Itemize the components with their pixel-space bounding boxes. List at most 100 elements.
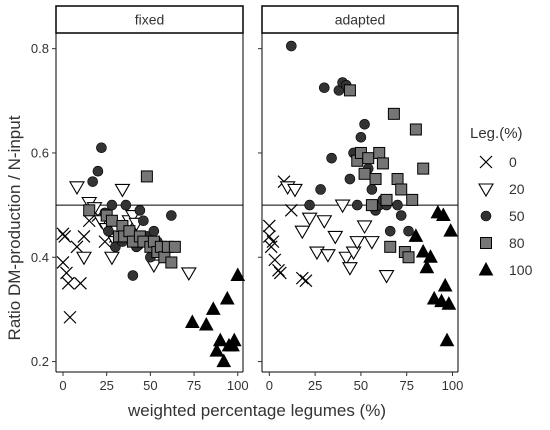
data-point-50 — [366, 184, 378, 195]
data-point-80 — [395, 183, 408, 196]
data-point-50 — [106, 199, 118, 211]
data-point-20 — [327, 230, 344, 245]
data-point-100 — [408, 228, 424, 242]
data-point-100 — [415, 243, 431, 258]
data-point-50 — [92, 165, 104, 177]
data-point-50 — [304, 199, 315, 211]
data-point-80 — [343, 84, 356, 97]
data-point-80 — [168, 240, 181, 253]
x-tick-label: 50 — [354, 378, 368, 393]
data-point-0 — [56, 256, 70, 269]
data-point-50 — [138, 215, 149, 227]
data-point-20 — [319, 249, 336, 263]
data-point-0 — [264, 240, 278, 254]
data-point-80 — [402, 251, 415, 264]
data-point-0 — [61, 276, 75, 290]
data-point-100 — [212, 332, 228, 347]
data-point-0 — [77, 229, 91, 243]
x-tick-label: 25 — [308, 378, 322, 393]
legend: 0 20 50 80 100 — [478, 154, 533, 278]
data-point-80 — [165, 256, 178, 269]
strip-adapted-label: adapted — [335, 12, 386, 28]
data-point-100 — [437, 277, 453, 292]
data-point-80 — [387, 107, 400, 120]
data-point-100 — [230, 267, 246, 282]
data-point-80 — [369, 173, 382, 186]
data-point-0 — [74, 276, 87, 290]
data-point-20 — [334, 199, 351, 214]
data-point-20 — [338, 251, 355, 266]
data-point-50 — [134, 205, 146, 216]
x-tick-label: 50 — [143, 378, 157, 393]
data-point-50 — [148, 225, 160, 237]
data-point-100 — [443, 223, 459, 237]
data-point-20 — [378, 269, 395, 284]
data-point-100 — [434, 293, 449, 308]
x-tick-label: 75 — [399, 378, 413, 393]
data-point-20 — [301, 212, 318, 227]
y-tick-label: 0.2 — [31, 354, 49, 369]
data-point-50 — [351, 199, 363, 211]
data-point-100 — [198, 317, 214, 331]
legend-label-80: 80 — [509, 235, 525, 251]
x-tick-label: 100 — [227, 378, 249, 393]
data-point-80 — [380, 193, 393, 206]
data-point-50 — [87, 176, 99, 187]
data-point-50 — [318, 82, 330, 94]
data-point-20 — [345, 246, 362, 261]
data-point-100 — [184, 314, 200, 328]
data-point-80 — [417, 162, 430, 175]
legend-marker-80 — [480, 237, 492, 249]
data-point-80 — [373, 146, 386, 159]
data-point-20 — [308, 246, 325, 261]
legend-label-50: 50 — [509, 208, 525, 224]
data-point-20 — [349, 236, 366, 250]
data-point-0 — [60, 266, 73, 280]
chart-panels: 0 25 50 75 100 0.2 0.4 0.6 0.8 0 25 50 75 100 — [31, 33, 463, 393]
data-point-20 — [76, 251, 92, 266]
legend-marker-0 — [479, 155, 493, 169]
y-tick-label: 0.6 — [31, 145, 49, 160]
data-point-100 — [441, 296, 457, 310]
legend-title: Leg.(%) — [470, 125, 523, 142]
data-point-50 — [326, 152, 337, 164]
data-point-20 — [69, 181, 85, 195]
data-point-0 — [295, 271, 309, 285]
data-point-100 — [426, 290, 442, 305]
x-axis-title: weighted percentage legumes (%) — [127, 401, 386, 420]
data-point-100 — [439, 332, 455, 347]
legend-label-0: 0 — [509, 154, 517, 170]
data-point-50 — [103, 225, 114, 237]
data-point-20 — [114, 183, 131, 198]
data-point-50 — [127, 270, 139, 281]
data-point-20 — [363, 236, 380, 250]
data-point-0 — [63, 310, 77, 324]
x-tick-label: 100 — [442, 378, 464, 393]
strip-fixed-box — [55, 5, 244, 34]
data-point-50 — [344, 173, 356, 185]
data-point-100 — [419, 259, 435, 274]
legend-label-20: 20 — [509, 181, 525, 197]
data-point-0 — [56, 227, 70, 241]
data-point-80 — [362, 152, 375, 165]
data-point-80 — [376, 157, 389, 170]
x-tick-label: 0 — [266, 378, 273, 393]
data-point-0 — [58, 229, 72, 243]
data-point-100 — [423, 249, 438, 263]
data-point-80 — [123, 225, 136, 238]
legend-marker-100 — [478, 261, 494, 276]
data-point-50 — [392, 199, 403, 211]
data-point-50 — [395, 210, 407, 221]
data-point-80 — [406, 193, 419, 206]
data-point-80 — [358, 167, 371, 180]
y-tick-label: 0.4 — [31, 250, 49, 265]
strip-fixed-label: fixed — [135, 12, 165, 28]
data-point-80 — [409, 123, 422, 136]
x-tick-label: 0 — [59, 378, 66, 393]
data-point-50 — [315, 184, 326, 195]
data-point-50 — [359, 118, 370, 130]
data-point-80 — [83, 204, 96, 217]
data-point-0 — [268, 253, 282, 267]
data-point-100 — [205, 301, 221, 315]
data-point-0 — [262, 229, 276, 243]
